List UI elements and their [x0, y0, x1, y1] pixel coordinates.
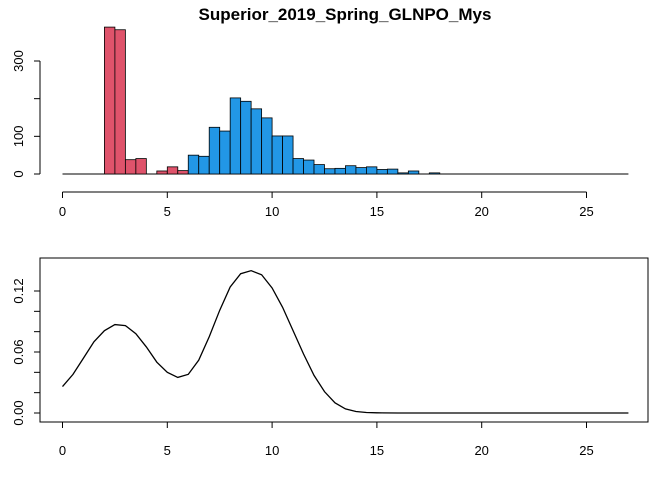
histogram-bar [376, 169, 388, 175]
histogram-bar [292, 158, 304, 175]
histogram-bar [407, 170, 420, 175]
x-axis: 0 5 10 15 20 25 [59, 191, 594, 219]
plot-box [39, 257, 649, 423]
histogram-bar [177, 170, 189, 175]
histogram-bar [397, 172, 409, 175]
histogram-bar [303, 159, 315, 175]
y-tick-label: 300 [11, 50, 26, 72]
histogram-bar [355, 167, 367, 175]
histogram-bar [208, 126, 221, 175]
x-tick-label: 25 [579, 443, 593, 458]
x-tick-label: 10 [265, 443, 279, 458]
histogram-bar [261, 117, 273, 175]
histogram-bar [366, 166, 378, 175]
histogram-bar [250, 108, 263, 175]
density-panel: 0 5 10 15 20 25 0.00 0.06 0.12 [11, 257, 649, 458]
x-tick-label: 5 [164, 204, 171, 219]
y-tick-label: 0.06 [11, 339, 26, 364]
x-tick-label: 0 [59, 443, 66, 458]
histogram-bar [114, 29, 126, 175]
histogram-bar [313, 164, 325, 175]
y-tick-label: 0 [11, 170, 26, 177]
x-axis: 0 5 10 15 20 25 [59, 422, 594, 458]
y-axis: 0 100 300 [11, 50, 41, 178]
x-tick-label: 20 [474, 443, 488, 458]
histogram-bar [156, 170, 168, 175]
histogram-bar [386, 168, 399, 175]
histogram-bar [166, 166, 179, 175]
histogram-bar [271, 135, 283, 175]
x-tick-label: 15 [370, 443, 384, 458]
histogram-bars [62, 26, 629, 175]
x-tick-label: 5 [164, 443, 171, 458]
y-tick-label: 100 [11, 125, 26, 147]
x-tick-label: 15 [370, 204, 384, 219]
histogram-bar [324, 168, 336, 175]
x-tick-label: 25 [579, 204, 593, 219]
histogram-bar [187, 154, 200, 175]
histogram-bar [229, 97, 242, 175]
chart-title: Superior_2019_Spring_GLNPO_Mys [199, 5, 492, 24]
y-axis: 0.00 0.06 0.12 [11, 278, 40, 426]
histogram-bar [135, 158, 147, 175]
density-line [62, 269, 629, 414]
histogram-bar [198, 155, 210, 175]
histogram-bar [334, 167, 346, 175]
y-tick-label: 0.00 [11, 400, 26, 425]
y-tick-label: 0.12 [11, 278, 26, 303]
x-tick-label: 20 [474, 204, 488, 219]
histogram-bar [345, 165, 357, 175]
x-tick-label: 10 [265, 204, 279, 219]
histogram-bar [219, 130, 231, 175]
histogram-bar [104, 26, 116, 175]
histogram-bar [240, 100, 252, 175]
x-tick-label: 0 [59, 204, 66, 219]
histogram-bar [428, 172, 441, 175]
histogram-bar [124, 159, 137, 175]
histogram-bar [282, 135, 294, 175]
histogram-panel: Superior_2019_Spring_GLNPO_Mys 0 5 10 15 20 2… [11, 5, 629, 219]
